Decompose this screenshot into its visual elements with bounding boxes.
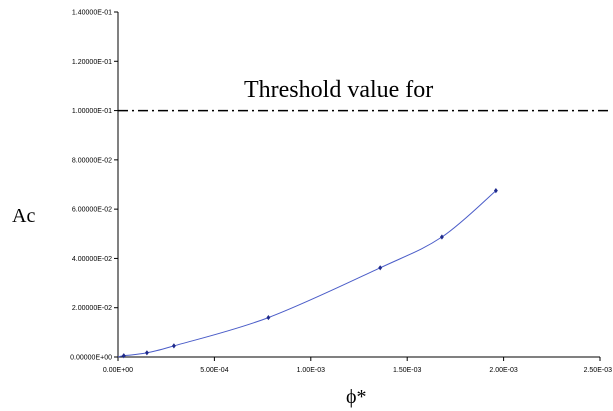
- x-tick-label: 5.00E-04: [200, 367, 229, 374]
- x-axis-ticks: 0.00E+00 5.00E-04 1.00E-03 1.50E-03 2.00E-03…: [103, 357, 612, 374]
- y-tick-label: 4.00000E-02: [72, 256, 112, 263]
- y-tick-label: 2.00000E-02: [72, 305, 112, 312]
- y-tick-label: 1.00000E-01: [72, 108, 112, 115]
- y-tick-label: 1.20000E-01: [72, 59, 112, 66]
- x-tick-label: 1.50E-03: [393, 367, 422, 374]
- y-tick-label: 1.40000E-01: [72, 10, 112, 17]
- data-point: [121, 353, 126, 359]
- y-axis-ticks: 0.00000E+00 2.00000E-02 4.00000E-02 6.00000…: [70, 10, 118, 362]
- data-point: [144, 350, 149, 356]
- data-point: [171, 343, 176, 349]
- series-line: [117, 190, 497, 358]
- x-tick-label: 0.00E+00: [103, 367, 133, 374]
- y-tick-label: 0.00000E+00: [70, 355, 112, 362]
- y-tick-label: 6.00000E-02: [72, 207, 112, 214]
- data-points: [121, 188, 498, 359]
- data-point: [493, 188, 498, 194]
- x-tick-label: 1.00E-03: [297, 367, 326, 374]
- data-point: [439, 234, 444, 240]
- threshold-label: Threshold value for: [244, 77, 433, 103]
- data-point: [378, 265, 383, 271]
- data-point: [266, 314, 271, 321]
- x-tick-label: 2.50E-03: [584, 367, 613, 374]
- x-tick-label: 2.00E-03: [489, 367, 518, 374]
- y-axis-label: Ac: [12, 205, 35, 227]
- x-axis-label: ϕ*: [346, 386, 367, 408]
- y-tick-label: 8.00000E-02: [72, 157, 112, 164]
